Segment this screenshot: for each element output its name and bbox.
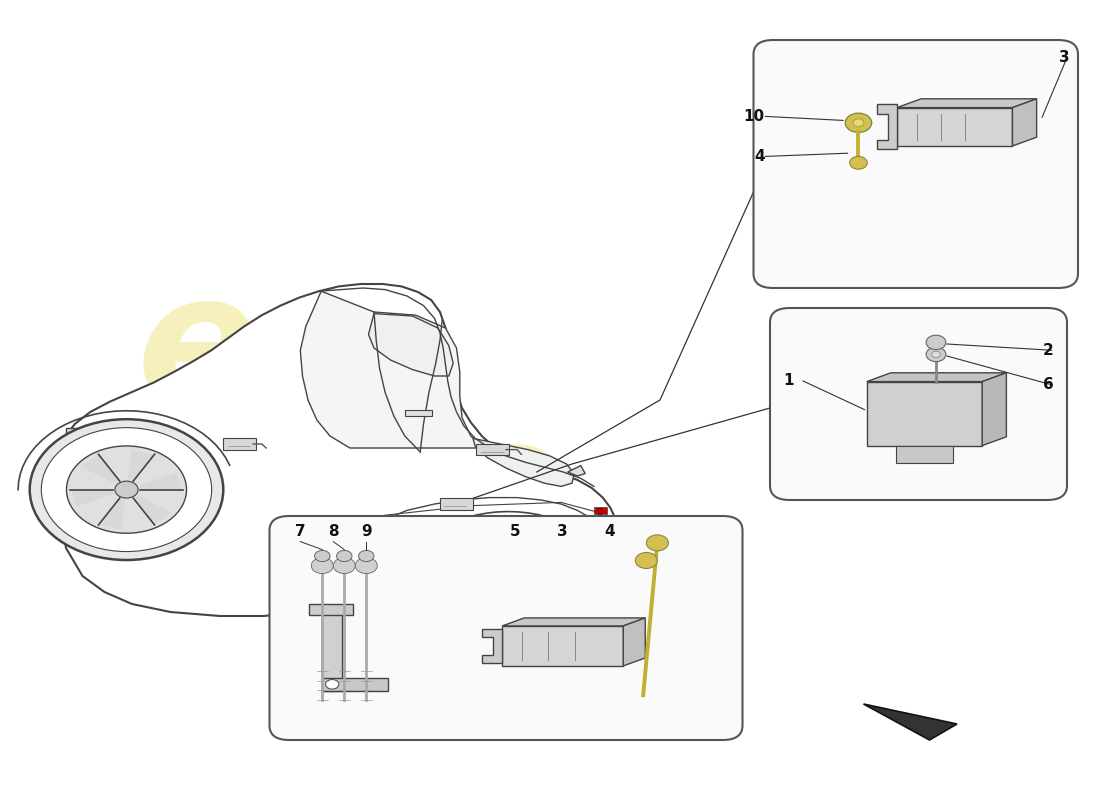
Circle shape xyxy=(926,347,946,362)
Polygon shape xyxy=(895,446,954,463)
Circle shape xyxy=(932,351,940,358)
Circle shape xyxy=(337,550,352,562)
Text: e: e xyxy=(136,264,260,440)
Circle shape xyxy=(42,428,211,551)
Circle shape xyxy=(326,679,339,689)
Polygon shape xyxy=(473,438,574,486)
Polygon shape xyxy=(295,498,614,612)
Polygon shape xyxy=(1012,98,1036,146)
Polygon shape xyxy=(476,444,509,455)
Polygon shape xyxy=(223,438,256,450)
Bar xyxy=(405,410,432,416)
Circle shape xyxy=(315,550,330,562)
Text: 4: 4 xyxy=(754,149,764,164)
Polygon shape xyxy=(867,373,1006,382)
Circle shape xyxy=(424,529,593,652)
Polygon shape xyxy=(864,704,957,740)
Polygon shape xyxy=(140,473,182,490)
Polygon shape xyxy=(300,291,484,448)
Text: 3: 3 xyxy=(558,525,568,539)
Text: u: u xyxy=(233,328,361,504)
Polygon shape xyxy=(568,466,585,476)
Bar xyxy=(594,507,607,514)
Text: 7: 7 xyxy=(295,525,306,539)
Text: 3: 3 xyxy=(1058,50,1069,65)
Circle shape xyxy=(496,582,520,599)
Polygon shape xyxy=(982,373,1007,446)
Circle shape xyxy=(636,553,658,569)
Circle shape xyxy=(311,558,333,574)
Polygon shape xyxy=(440,498,473,510)
Circle shape xyxy=(849,157,867,169)
Polygon shape xyxy=(128,450,154,481)
Circle shape xyxy=(333,558,355,574)
Circle shape xyxy=(845,113,871,133)
Polygon shape xyxy=(521,574,563,590)
Bar xyxy=(66,428,82,452)
Text: o: o xyxy=(444,408,568,584)
Text: 9: 9 xyxy=(361,525,372,539)
Text: r: r xyxy=(370,390,444,538)
FancyBboxPatch shape xyxy=(770,308,1067,500)
Text: 10: 10 xyxy=(744,109,764,124)
Circle shape xyxy=(66,446,187,534)
Circle shape xyxy=(411,520,605,661)
Polygon shape xyxy=(309,603,353,614)
Text: 8: 8 xyxy=(328,525,339,539)
Polygon shape xyxy=(624,618,646,666)
FancyBboxPatch shape xyxy=(270,516,742,740)
Circle shape xyxy=(926,335,946,350)
Circle shape xyxy=(355,558,377,574)
Polygon shape xyxy=(481,599,507,630)
Circle shape xyxy=(448,546,569,634)
Polygon shape xyxy=(516,597,553,625)
Polygon shape xyxy=(509,550,536,582)
Polygon shape xyxy=(503,618,646,626)
Text: 2: 2 xyxy=(1043,342,1054,358)
Text: 1: 1 xyxy=(783,374,794,389)
Polygon shape xyxy=(81,455,119,483)
Polygon shape xyxy=(72,490,113,506)
Polygon shape xyxy=(322,606,342,690)
Polygon shape xyxy=(896,107,1012,146)
Polygon shape xyxy=(896,98,1036,107)
Text: 🐴: 🐴 xyxy=(597,507,602,514)
Circle shape xyxy=(30,419,223,560)
Polygon shape xyxy=(463,556,500,584)
Text: a passion for parts since 1955: a passion for parts since 1955 xyxy=(315,654,609,698)
FancyBboxPatch shape xyxy=(754,40,1078,288)
Polygon shape xyxy=(57,284,625,616)
Polygon shape xyxy=(488,546,524,558)
Polygon shape xyxy=(867,382,982,446)
Circle shape xyxy=(114,481,139,498)
Polygon shape xyxy=(368,314,453,376)
Polygon shape xyxy=(453,590,495,607)
Circle shape xyxy=(359,550,374,562)
Polygon shape xyxy=(503,626,624,666)
Text: 4: 4 xyxy=(605,525,615,539)
Polygon shape xyxy=(134,496,172,524)
Text: 6: 6 xyxy=(1043,378,1054,392)
Text: 5: 5 xyxy=(510,525,520,539)
Polygon shape xyxy=(483,629,503,662)
Polygon shape xyxy=(877,104,896,149)
Polygon shape xyxy=(99,498,125,530)
Polygon shape xyxy=(578,516,618,578)
Circle shape xyxy=(647,535,669,551)
Circle shape xyxy=(852,118,864,126)
Polygon shape xyxy=(322,678,388,690)
